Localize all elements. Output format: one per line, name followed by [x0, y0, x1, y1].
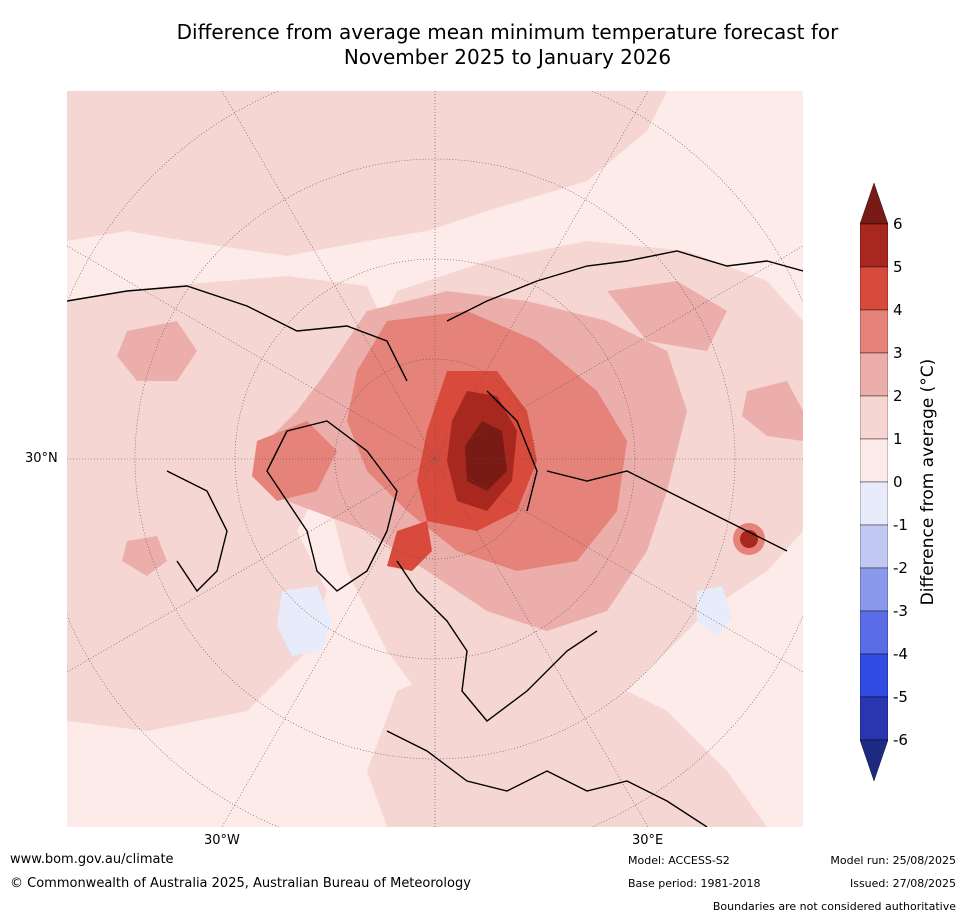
anomaly-zone-1to2-europe	[367, 651, 767, 827]
anomaly-zone-1to2-ocean	[67, 91, 667, 256]
colorbar-svg	[859, 182, 889, 782]
map-canvas	[67, 91, 803, 827]
colorbar-segment	[859, 696, 889, 741]
colorbar-segment	[859, 223, 889, 268]
colorbar-tick-label: 5	[893, 258, 903, 276]
anomaly-zone-2to3-canada	[122, 536, 167, 576]
lon-30e-label: 30°E	[632, 833, 664, 848]
colorbar-tick-label: 0	[893, 473, 903, 491]
colorbar-tick-label: -4	[893, 645, 908, 663]
lat-30n-label: 30°N	[25, 451, 58, 466]
colorbar-tick-label: 3	[893, 344, 903, 362]
colorbar-tick-label: 6	[893, 215, 903, 233]
graticule	[67, 91, 803, 827]
colorbar-tick-label: -2	[893, 559, 908, 577]
colorbar-segment	[859, 524, 889, 569]
base-period-text: Base period: 1981-2018	[628, 877, 761, 890]
forecast-map	[67, 91, 803, 827]
model-text: Model: ACCESS-S2	[628, 854, 730, 867]
title-line-1: Difference from average mean minimum tem…	[176, 20, 839, 44]
colorbar-segment	[859, 395, 889, 440]
map-title: Difference from average mean minimum tem…	[0, 20, 965, 70]
colorbar-tick-label: 2	[893, 387, 903, 405]
title-line-2: November 2025 to January 2026	[343, 45, 672, 69]
colorbar-segment	[859, 438, 889, 483]
colorbar-extend-bottom	[859, 739, 889, 782]
colorbar-segment	[859, 352, 889, 397]
colorbar-tick-label: -1	[893, 516, 908, 534]
anomaly-zone-2to3-siberia	[607, 281, 727, 351]
website-text: www.bom.gov.au/climate	[10, 852, 174, 867]
colorbar-tick-label: -6	[893, 731, 908, 749]
issued-text: Issued: 27/08/2025	[849, 877, 956, 890]
anomaly-zone-2to3-alaska	[117, 321, 197, 381]
anomaly-zone-0to-1-asia	[697, 586, 732, 636]
anomaly-zone-2to3-east	[742, 381, 803, 441]
lon-30w-label: 30°W	[204, 833, 240, 848]
anomaly-zone-4to5-south	[387, 521, 432, 571]
anomaly-zone-0to-1-atlantic	[277, 586, 332, 656]
colorbar-extend-top	[859, 182, 889, 225]
colorbar	[859, 182, 889, 782]
colorbar-segment	[859, 610, 889, 655]
disclaimer-text: Boundaries are not considered authoritat…	[712, 900, 956, 913]
colorbar-segment	[859, 266, 889, 311]
coastlines	[67, 250, 803, 827]
colorbar-label: Difference from average (°C)	[918, 358, 938, 606]
copyright-text: © Commonwealth of Australia 2025, Austra…	[10, 876, 471, 891]
model-run-text: Model run: 25/08/2025	[830, 854, 956, 867]
colorbar-tick-label: -5	[893, 688, 908, 706]
anomaly-zone-above-6	[465, 421, 507, 491]
colorbar-tick-label: 1	[893, 430, 903, 448]
colorbar-segment	[859, 481, 889, 526]
colorbar-segment	[859, 309, 889, 354]
colorbar-segment	[859, 567, 889, 612]
colorbar-tick-label: -3	[893, 602, 908, 620]
colorbar-segment	[859, 653, 889, 698]
colorbar-tick-label: 4	[893, 301, 903, 319]
